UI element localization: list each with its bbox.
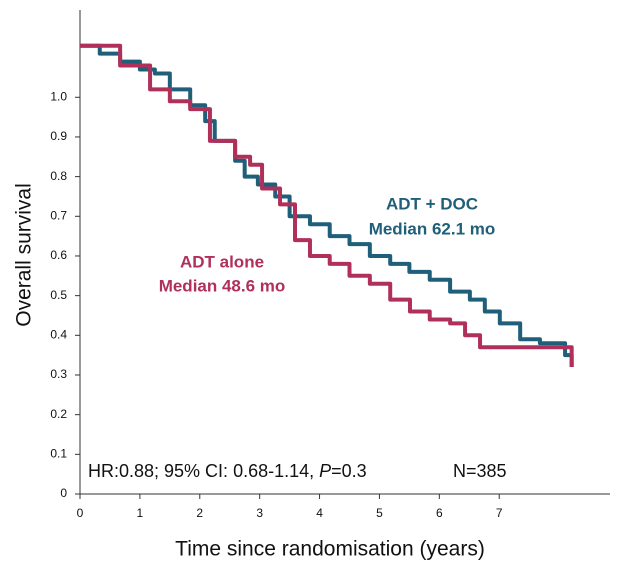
median-label: Median 48.6 mo [159,276,286,295]
x-tick-label: 1 [137,506,144,520]
hr-p: P [319,461,331,481]
y-tick-label: 0.6 [50,248,67,262]
y-tick-label: 0.4 [50,327,67,341]
y-tick-label: 0 [60,486,67,500]
median-label: Median 62.1 mo [369,219,496,238]
hr-p-value: =0.3 [331,461,367,481]
survival-curve [80,43,574,368]
series-label: ADT + DOC [386,194,478,213]
hr-text: HR:0.88; 95% CI: 0.68-1.14, [88,461,319,481]
x-tick-label: 3 [256,506,263,520]
x-axis-title: Time since randomisation (years) [175,538,485,561]
y-tick-label: 0.2 [50,407,67,421]
x-tick-label: 0 [77,506,84,520]
y-tick-label: 0.7 [50,208,67,222]
x-tick-label: 5 [376,506,383,520]
hr-annotation: HR:0.88; 95% CI: 0.68-1.14, P=0.3 [88,461,367,481]
y-tick-label: 0.9 [50,129,67,143]
n-annotation: N=385 [453,461,507,481]
y-tick-label: 1.0 [50,89,67,103]
survival-curve [80,43,574,368]
y-axis-title: Overall survival [13,183,36,327]
series-label: ADT alone [180,252,264,271]
y-tick-label: 0.8 [50,169,67,183]
x-tick-label: 6 [436,506,443,520]
x-tick-label: 2 [196,506,203,520]
x-tick-label: 4 [316,506,323,520]
x-tick-label: 7 [496,506,503,520]
y-tick-label: 0.1 [50,446,67,460]
y-tick-label: 0.3 [50,367,67,381]
y-tick-label: 0.5 [50,288,67,302]
